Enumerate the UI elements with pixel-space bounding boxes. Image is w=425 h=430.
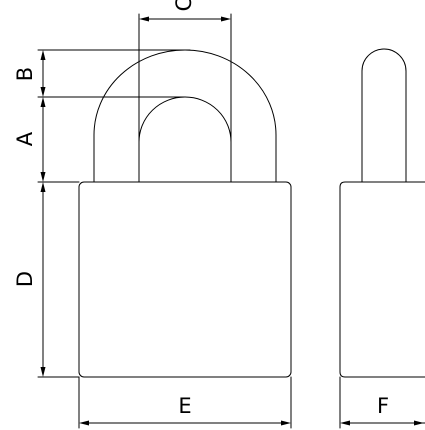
dimension-b-label: B <box>13 67 37 81</box>
dimension-e: E <box>78 376 292 429</box>
shackle-inner <box>138 96 232 183</box>
side-body <box>339 181 425 378</box>
dimension-c: C <box>138 0 232 183</box>
dimension-a: A <box>13 97 80 183</box>
shackle-outer <box>93 49 277 183</box>
dimension-d: D <box>13 182 80 378</box>
side-shackle <box>361 48 407 183</box>
dimension-b: B <box>13 49 191 98</box>
dimension-d-label: D <box>13 271 37 287</box>
dimension-e-label: E <box>178 394 191 418</box>
dimension-c-label: C <box>172 0 196 11</box>
dimension-f: F <box>339 376 425 429</box>
front-view <box>78 49 292 378</box>
dimension-a-label: A <box>13 131 37 146</box>
dimension-f-label: F <box>377 394 389 418</box>
lock-body <box>78 181 292 378</box>
side-view <box>339 48 425 378</box>
